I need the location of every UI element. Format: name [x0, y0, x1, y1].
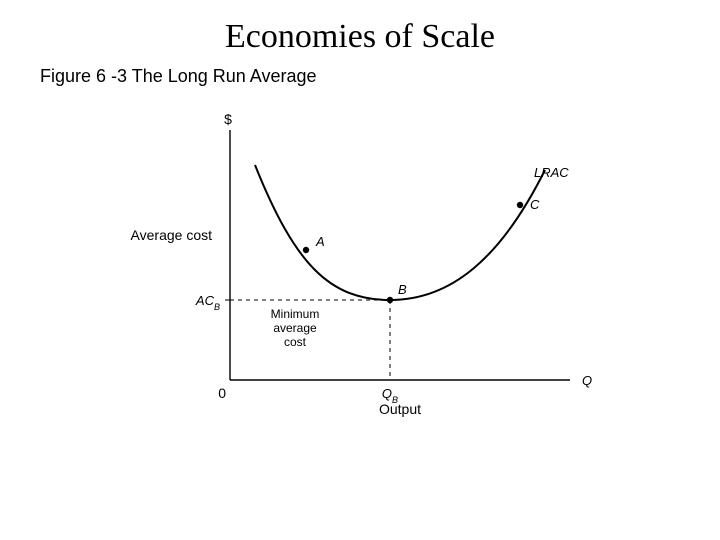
curve-label-lrac: LRAC [534, 165, 569, 180]
point-c [517, 202, 523, 208]
origin-label: 0 [218, 385, 226, 401]
figure-caption: Figure 6 -3 The Long Run Average [40, 66, 317, 87]
y-axis-title: Average cost [131, 227, 213, 243]
lrac-chart: ABCLRAC$Q0OutputAverage costACBQBMinimum… [100, 110, 620, 450]
point-label-a: A [315, 234, 325, 249]
annotation-line3: cost [284, 335, 307, 349]
chart-svg: ABCLRAC$Q0OutputAverage costACBQBMinimum… [100, 110, 620, 450]
point-label-b: B [398, 282, 407, 297]
page-title: Economies of Scale [0, 18, 720, 56]
x-axis-title: Output [379, 401, 421, 417]
x-axis-right-label: Q [582, 373, 592, 388]
point-b [387, 297, 393, 303]
point-label-c: C [530, 197, 540, 212]
y-axis-top-label: $ [224, 111, 232, 127]
annotation-line2: average [273, 321, 317, 335]
page-root: Economies of Scale Figure 6 -3 The Long … [0, 0, 720, 540]
chart-bg [100, 110, 620, 450]
point-a [303, 247, 309, 253]
annotation-line1: Minimum [271, 307, 320, 321]
